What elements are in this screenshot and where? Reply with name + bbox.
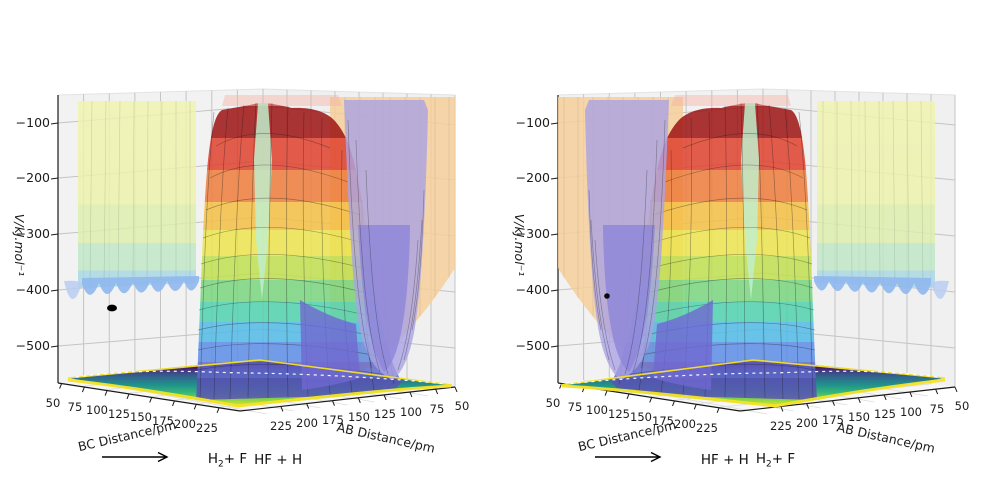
left-bc-tick-labels: 50 75 100 125 150 175 200 225 <box>46 396 218 435</box>
svg-text:100: 100 <box>400 405 422 419</box>
svg-text:50: 50 <box>546 396 561 410</box>
right-marker-dot <box>604 293 610 299</box>
right-z-axis-label: V/kJ.mol⁻¹ <box>512 214 527 277</box>
left-ab-tick-labels: 225 200 175 150 125 100 75 50 <box>270 399 469 433</box>
svg-text:75: 75 <box>430 402 445 416</box>
svg-text:125: 125 <box>108 407 130 421</box>
right-bc-tick-labels: 50 75 100 125 150 175 200 225 <box>546 396 718 435</box>
svg-text:175: 175 <box>652 414 674 428</box>
left-marker-dot <box>107 304 117 312</box>
reaction-arrow-icon <box>102 451 169 463</box>
reaction-lhs: HF + H <box>700 452 749 469</box>
svg-text:−100: −100 <box>16 115 50 130</box>
right-ab-tick-labels: 225 200 175 150 125 100 75 50 <box>770 399 969 433</box>
right-bc-axis-label: BC Distance/pm <box>577 417 678 454</box>
svg-text:175: 175 <box>322 413 344 427</box>
svg-text:150: 150 <box>348 410 370 424</box>
svg-text:−500: −500 <box>16 338 50 353</box>
reaction-lhs: H2+ F <box>207 451 248 470</box>
svg-text:125: 125 <box>608 407 630 421</box>
reaction-rhs: H2+ F <box>755 451 796 470</box>
svg-text:75: 75 <box>68 400 83 414</box>
svg-text:−300: −300 <box>516 226 550 241</box>
svg-text:−300: −300 <box>16 226 50 241</box>
svg-text:100: 100 <box>586 403 608 417</box>
svg-text:100: 100 <box>900 405 922 419</box>
svg-text:150: 150 <box>848 410 870 424</box>
svg-text:50: 50 <box>955 399 970 413</box>
svg-text:−200: −200 <box>516 170 550 185</box>
svg-text:−200: −200 <box>16 170 50 185</box>
svg-text:200: 200 <box>674 417 696 431</box>
svg-text:225: 225 <box>196 421 218 435</box>
left-z-tick-labels: −100 −200 −300 −400 −500 <box>16 115 50 353</box>
svg-text:225: 225 <box>696 421 718 435</box>
left-plot: V/kJ.mol⁻¹ −100 −200 −300 −400 −500 50 7… <box>12 88 469 456</box>
left-bc-axis-label: BC Distance/pm <box>77 417 178 454</box>
reaction-rhs: HF + H <box>254 452 303 469</box>
svg-text:175: 175 <box>152 414 174 428</box>
svg-text:−400: −400 <box>16 282 50 297</box>
svg-text:−400: −400 <box>516 282 550 297</box>
svg-text:200: 200 <box>296 416 318 430</box>
svg-text:175: 175 <box>822 413 844 427</box>
reaction-arrow-icon <box>595 451 662 463</box>
svg-text:225: 225 <box>770 419 792 433</box>
svg-text:150: 150 <box>630 410 652 424</box>
reaction-caption-left: H2+ F HF + H <box>100 451 410 470</box>
svg-text:−100: −100 <box>516 115 550 130</box>
svg-text:200: 200 <box>796 416 818 430</box>
svg-text:−500: −500 <box>516 338 550 353</box>
reaction-caption-right: HF + H H2+ F <box>593 451 903 470</box>
svg-text:125: 125 <box>874 407 896 421</box>
svg-text:75: 75 <box>568 400 583 414</box>
right-z-tick-labels: −100 −200 −300 −400 −500 <box>516 115 550 353</box>
svg-text:50: 50 <box>46 396 61 410</box>
svg-text:150: 150 <box>130 410 152 424</box>
svg-text:75: 75 <box>930 402 945 416</box>
svg-text:125: 125 <box>374 407 396 421</box>
svg-text:200: 200 <box>174 417 196 431</box>
svg-text:100: 100 <box>86 403 108 417</box>
svg-text:50: 50 <box>455 399 470 413</box>
left-z-axis-label: V/kJ.mol⁻¹ <box>12 214 27 277</box>
right-plot: V/kJ.mol⁻¹ −100 −200 −300 −400 −500 50 7… <box>512 88 969 456</box>
svg-text:225: 225 <box>270 419 292 433</box>
